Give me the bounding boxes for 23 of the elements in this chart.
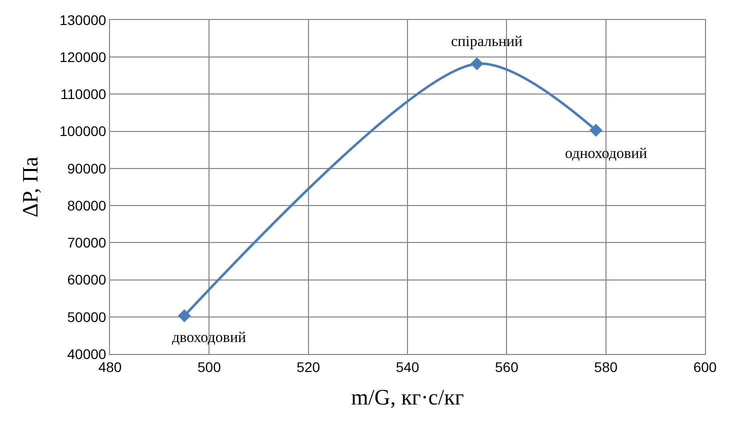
point — [470, 57, 484, 70]
point — [589, 124, 602, 137]
x-tick-label: 600 — [693, 358, 717, 375]
annotation: двоходовий — [172, 330, 246, 346]
x-tick-label: 560 — [494, 358, 519, 375]
x-tick-label: 580 — [594, 358, 618, 375]
y-tick-label: 80000 — [67, 197, 106, 214]
x-tick-label: 500 — [197, 358, 222, 375]
y-tick-label: 130000 — [59, 12, 106, 28]
x-tick-label: 520 — [296, 358, 320, 375]
x-tick-label: 540 — [396, 358, 420, 375]
annotation: одноходовий — [565, 146, 648, 162]
point — [178, 309, 191, 322]
y-tick-label: 70000 — [67, 234, 106, 251]
y-tick-label: 120000 — [59, 49, 106, 66]
x-axis-title: m/G, кг·с/кг — [351, 384, 464, 410]
y-tick-label: 100000 — [59, 123, 106, 140]
y-tick-label: 60000 — [67, 272, 106, 288]
annotation: спіральний — [451, 34, 523, 50]
y-tick-label: 90000 — [67, 160, 106, 176]
y-axis-title: ΔP, Па — [17, 156, 42, 218]
y-tick-label: 110000 — [60, 86, 106, 102]
y-tick-label: 50000 — [67, 308, 106, 325]
